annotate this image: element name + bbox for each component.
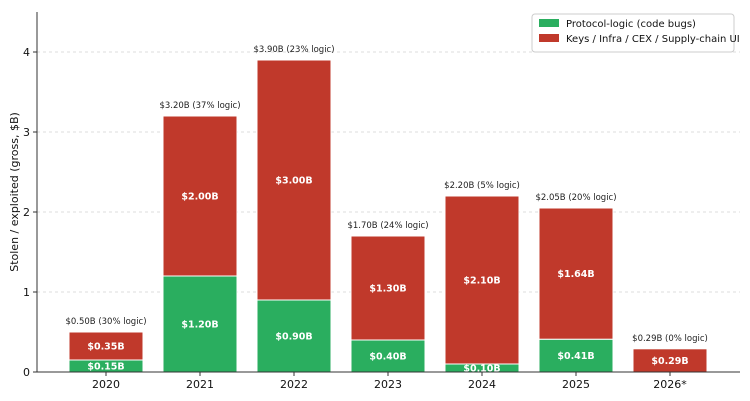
bar-segment-value-label: $0.90B xyxy=(275,332,312,343)
legend: Protocol-logic (code bugs) Keys / Infra … xyxy=(531,13,740,53)
bar-total-label: $3.90B (23% logic) xyxy=(253,45,334,55)
bar-segment-value-label: $1.64B xyxy=(557,269,594,280)
bar-segment-value-label: $0.40B xyxy=(369,352,406,363)
y-tick-label: 1 xyxy=(23,286,30,299)
y-tick-label: 2 xyxy=(23,206,30,219)
bar-segment-keys-infra xyxy=(538,207,614,340)
y-tick-label: 4 xyxy=(23,46,30,59)
bar-segment-keys-infra xyxy=(444,195,520,365)
bar-segment-value-label: $2.00B xyxy=(181,192,218,203)
x-tick-label: 2020 xyxy=(92,378,120,391)
x-tick-label: 2022 xyxy=(280,378,308,391)
bar-segment-value-label: $0.10B xyxy=(463,364,500,375)
bar-segment-value-label: $0.15B xyxy=(87,362,124,373)
bar-segment-keys-infra xyxy=(162,115,238,277)
bar-segment-keys-infra xyxy=(68,331,144,361)
bar-total-label: $3.20B (37% logic) xyxy=(159,101,240,111)
bar-segment-value-label: $0.29B xyxy=(651,356,688,367)
legend-box xyxy=(531,13,735,53)
axes: 0 1 2 3 4 2020 2021 2022 2023 2024 2025 2026* xyxy=(23,12,740,391)
x-tick-label: 2026* xyxy=(653,378,687,391)
bar-segment-value-label: $0.35B xyxy=(87,342,124,353)
y-tick-label: 0 xyxy=(23,366,30,379)
bar-labels: $0.15B $0.35B $0.50B (30% logic) $1.20B $2.0… xyxy=(65,45,707,375)
legend-label-protocol-logic: Protocol-logic (code bugs) xyxy=(566,19,696,30)
legend-swatch-protocol-logic xyxy=(539,19,559,27)
bar-segment-value-label: $2.10B xyxy=(463,276,500,287)
bar-segment-value-label: $1.30B xyxy=(369,284,406,295)
bar-segment-protocol-logic xyxy=(538,338,614,373)
legend-label-keys-infra: Keys / Infra / CEX / Supply-chain UI xyxy=(566,34,740,45)
bars xyxy=(68,59,708,373)
bar-segment-keys-infra xyxy=(256,59,332,301)
bar-total-label: $0.29B (0% logic) xyxy=(632,334,708,344)
x-tick-label: 2025 xyxy=(562,378,590,391)
x-tick-label: 2023 xyxy=(374,378,402,391)
bar-total-label: $2.20B (5% logic) xyxy=(444,181,520,191)
legend-swatch-keys-infra xyxy=(539,34,559,42)
bar-segment-value-label: $1.20B xyxy=(181,320,218,331)
y-axis-title: Stolen / exploited (gross, $B) xyxy=(8,112,21,272)
bar-segment-value-label: $0.41B xyxy=(557,351,594,362)
bar-total-label: $0.50B (30% logic) xyxy=(65,317,146,327)
bar-total-label: $2.05B (20% logic) xyxy=(535,193,616,203)
bar-segment-keys-infra xyxy=(350,235,426,341)
x-tick-label: 2021 xyxy=(186,378,214,391)
x-tick-label: 2024 xyxy=(468,378,496,391)
bar-total-label: $1.70B (24% logic) xyxy=(347,221,428,231)
bar-segment-value-label: $3.00B xyxy=(275,176,312,187)
y-tick-label: 3 xyxy=(23,126,30,139)
